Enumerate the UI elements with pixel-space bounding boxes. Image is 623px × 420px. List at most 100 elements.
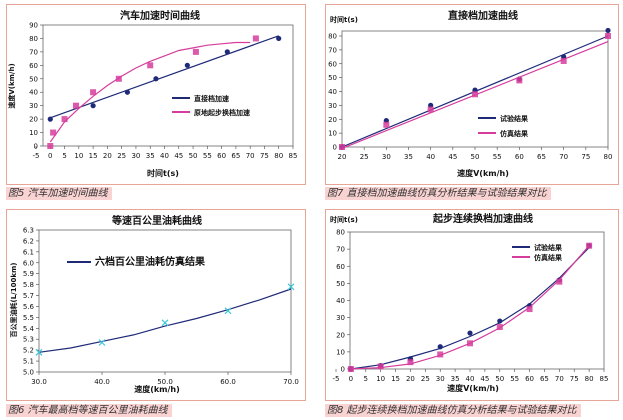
fig7-chart-title: 直接档加速曲线 xyxy=(448,9,518,22)
fig5-data-point xyxy=(47,143,54,149)
fig7-y-tick-label: 20 xyxy=(328,116,337,124)
fig8-x-tick-label: 85 xyxy=(600,375,609,383)
fig7-x-tick-label: 30 xyxy=(382,153,391,161)
fig5-x-tick-label: 85 xyxy=(289,152,298,160)
fig6-y-tick-label: 5.2 xyxy=(23,347,34,355)
fig6-data-point xyxy=(161,319,169,327)
fig5-data-point xyxy=(192,48,199,55)
fig5-data-point xyxy=(47,116,53,122)
fig8-x-tick-label: 50 xyxy=(495,375,504,383)
fig6-y-tick-label: 5.3 xyxy=(23,336,34,344)
fig8-y-tick-label: 80 xyxy=(336,229,345,237)
fig5-x-tick-label: 80 xyxy=(274,152,283,160)
fig5-x-tick-label: 45 xyxy=(174,152,183,160)
fig7-y-tick-label: 60 xyxy=(328,60,337,68)
fig5-x-tick-label: 75 xyxy=(260,152,269,160)
fig6-y-tick-label: 5.0 xyxy=(23,369,34,377)
fig8-x-tick-label: 75 xyxy=(570,375,579,383)
fig5-x-tick-label: 0 xyxy=(48,152,52,160)
fig8-data-point xyxy=(467,340,473,347)
fig7-x-tick-label: 20 xyxy=(338,153,347,161)
fig8-x-tick-label: 30 xyxy=(436,375,445,383)
fig7-x-tick-label: 50 xyxy=(471,153,480,161)
fig5-y-tick-label: 50 xyxy=(29,75,38,83)
fig6-y-tick-label: 5.5 xyxy=(23,314,34,322)
fig8-y-tick-label: 0 xyxy=(341,366,345,374)
fig7-data-point xyxy=(427,106,434,113)
fig7-x-tick-label: 55 xyxy=(493,153,502,161)
fig7-legend-label: 试验结果 xyxy=(500,114,528,123)
fig5-data-point xyxy=(90,103,96,109)
fig5-data-point xyxy=(50,129,57,136)
figure-6-caption: 图6 汽车最高档等速百公里油耗曲线 xyxy=(6,404,172,417)
fig8-series-line xyxy=(350,245,590,370)
fig7-y-tick-label: 0 xyxy=(333,144,337,152)
fig5-data-point xyxy=(224,49,230,55)
fig8-x-tick-label: 20 xyxy=(406,375,415,383)
fig6-data-point xyxy=(287,283,295,291)
fig8-x-tick-label: 55 xyxy=(510,375,519,383)
fig6-data-point xyxy=(35,348,43,356)
fig8-data-point xyxy=(407,359,414,366)
fig5-x-tick-label: 65 xyxy=(231,152,240,160)
fig7-data-point xyxy=(383,121,390,128)
fig7-y-tick-label: 50 xyxy=(328,74,337,82)
fig5-data-point xyxy=(90,89,97,96)
fig6-y-axis-label: 百公里油耗(L/100km) xyxy=(9,263,18,338)
fig8-x-tick-label: 65 xyxy=(540,375,549,383)
fig7-y-tick-label: 40 xyxy=(328,88,337,96)
fig5-data-point xyxy=(276,35,282,42)
figure-5-frame xyxy=(6,4,306,185)
fig7-x-tick-label: 40 xyxy=(426,153,435,161)
fig5-x-tick-label: 60 xyxy=(217,152,226,160)
fig8-x-tick-label: -5 xyxy=(333,375,340,383)
fig6-x-tick-label: 30.0 xyxy=(31,378,47,386)
fig5-x-tick-label: 40 xyxy=(160,152,169,160)
fig8-x-tick-label: 15 xyxy=(391,375,400,383)
fig8-x-tick-label: 35 xyxy=(451,375,460,383)
fig5-data-point xyxy=(72,102,79,109)
fig7-x-tick-label: 45 xyxy=(448,153,457,161)
fig7-y-tick-label: 30 xyxy=(328,102,337,110)
fig8-y-tick-label: 70 xyxy=(336,246,345,254)
fig8-x-axis-label: 速度V(km/h) xyxy=(447,383,499,393)
fig8-y-tick-label: 30 xyxy=(336,314,345,322)
fig8-data-point xyxy=(377,363,384,370)
fig5-data-point xyxy=(115,75,122,82)
fig7-legend-label: 仿真结果 xyxy=(500,129,528,138)
fig8-x-tick-label: 10 xyxy=(376,375,385,383)
fig6-y-tick-label: 6.2 xyxy=(23,237,34,245)
fig7-x-tick-label: 65 xyxy=(537,153,546,161)
fig7-y-tick-label: 80 xyxy=(328,33,337,41)
fig8-x-tick-label: 60 xyxy=(525,375,534,383)
fig6-data-point xyxy=(224,307,232,315)
fig8-y-tick-label: 10 xyxy=(336,348,345,356)
fig5-data-point xyxy=(147,62,154,69)
fig5-x-tick-label: 70 xyxy=(246,152,255,160)
fig6-y-tick-label: 6.0 xyxy=(23,259,34,267)
fig8-x-tick-label: 0 xyxy=(349,375,353,383)
fig6-x-tick-label: 50.0 xyxy=(157,378,173,386)
fig7-x-tick-label: 35 xyxy=(404,153,413,161)
fig5-x-tick-label: 15 xyxy=(89,152,98,160)
figure-8-caption: 图8 起步连续换档加速曲线仿真分析结果与试验结果对比 xyxy=(325,404,581,417)
fig6-chart-title: 等速百公里油耗曲线 xyxy=(112,214,202,227)
fig5-x-tick-label: 25 xyxy=(117,152,126,160)
fig7-x-tick-label: 75 xyxy=(581,153,590,161)
fig8-series-line xyxy=(350,246,590,370)
fig7-data-point xyxy=(339,144,345,150)
fig8-x-tick-label: 70 xyxy=(555,375,564,383)
figure-7-caption: 图7 直接档加速曲线仿真分析结果与试验结果对比 xyxy=(325,187,551,200)
fig6-y-tick-label: 5.8 xyxy=(23,281,34,289)
fig8-y-tick-label: 20 xyxy=(336,331,345,339)
fig5-x-tick-label: 5 xyxy=(62,152,66,160)
fig8-chart-title: 起步连续换档加速曲线 xyxy=(432,212,533,225)
fig6-plot-area xyxy=(38,229,292,373)
fig5-y-tick-label: 70 xyxy=(29,48,38,56)
fig6-legend-label: 六档百公里油耗仿真结果 xyxy=(95,255,206,268)
fig8-plot-area xyxy=(349,231,605,370)
figure-5-caption: 图5 汽车加速时间曲线 xyxy=(6,187,112,200)
fig5-series-line xyxy=(50,35,279,119)
fig7-data-point xyxy=(605,27,611,34)
